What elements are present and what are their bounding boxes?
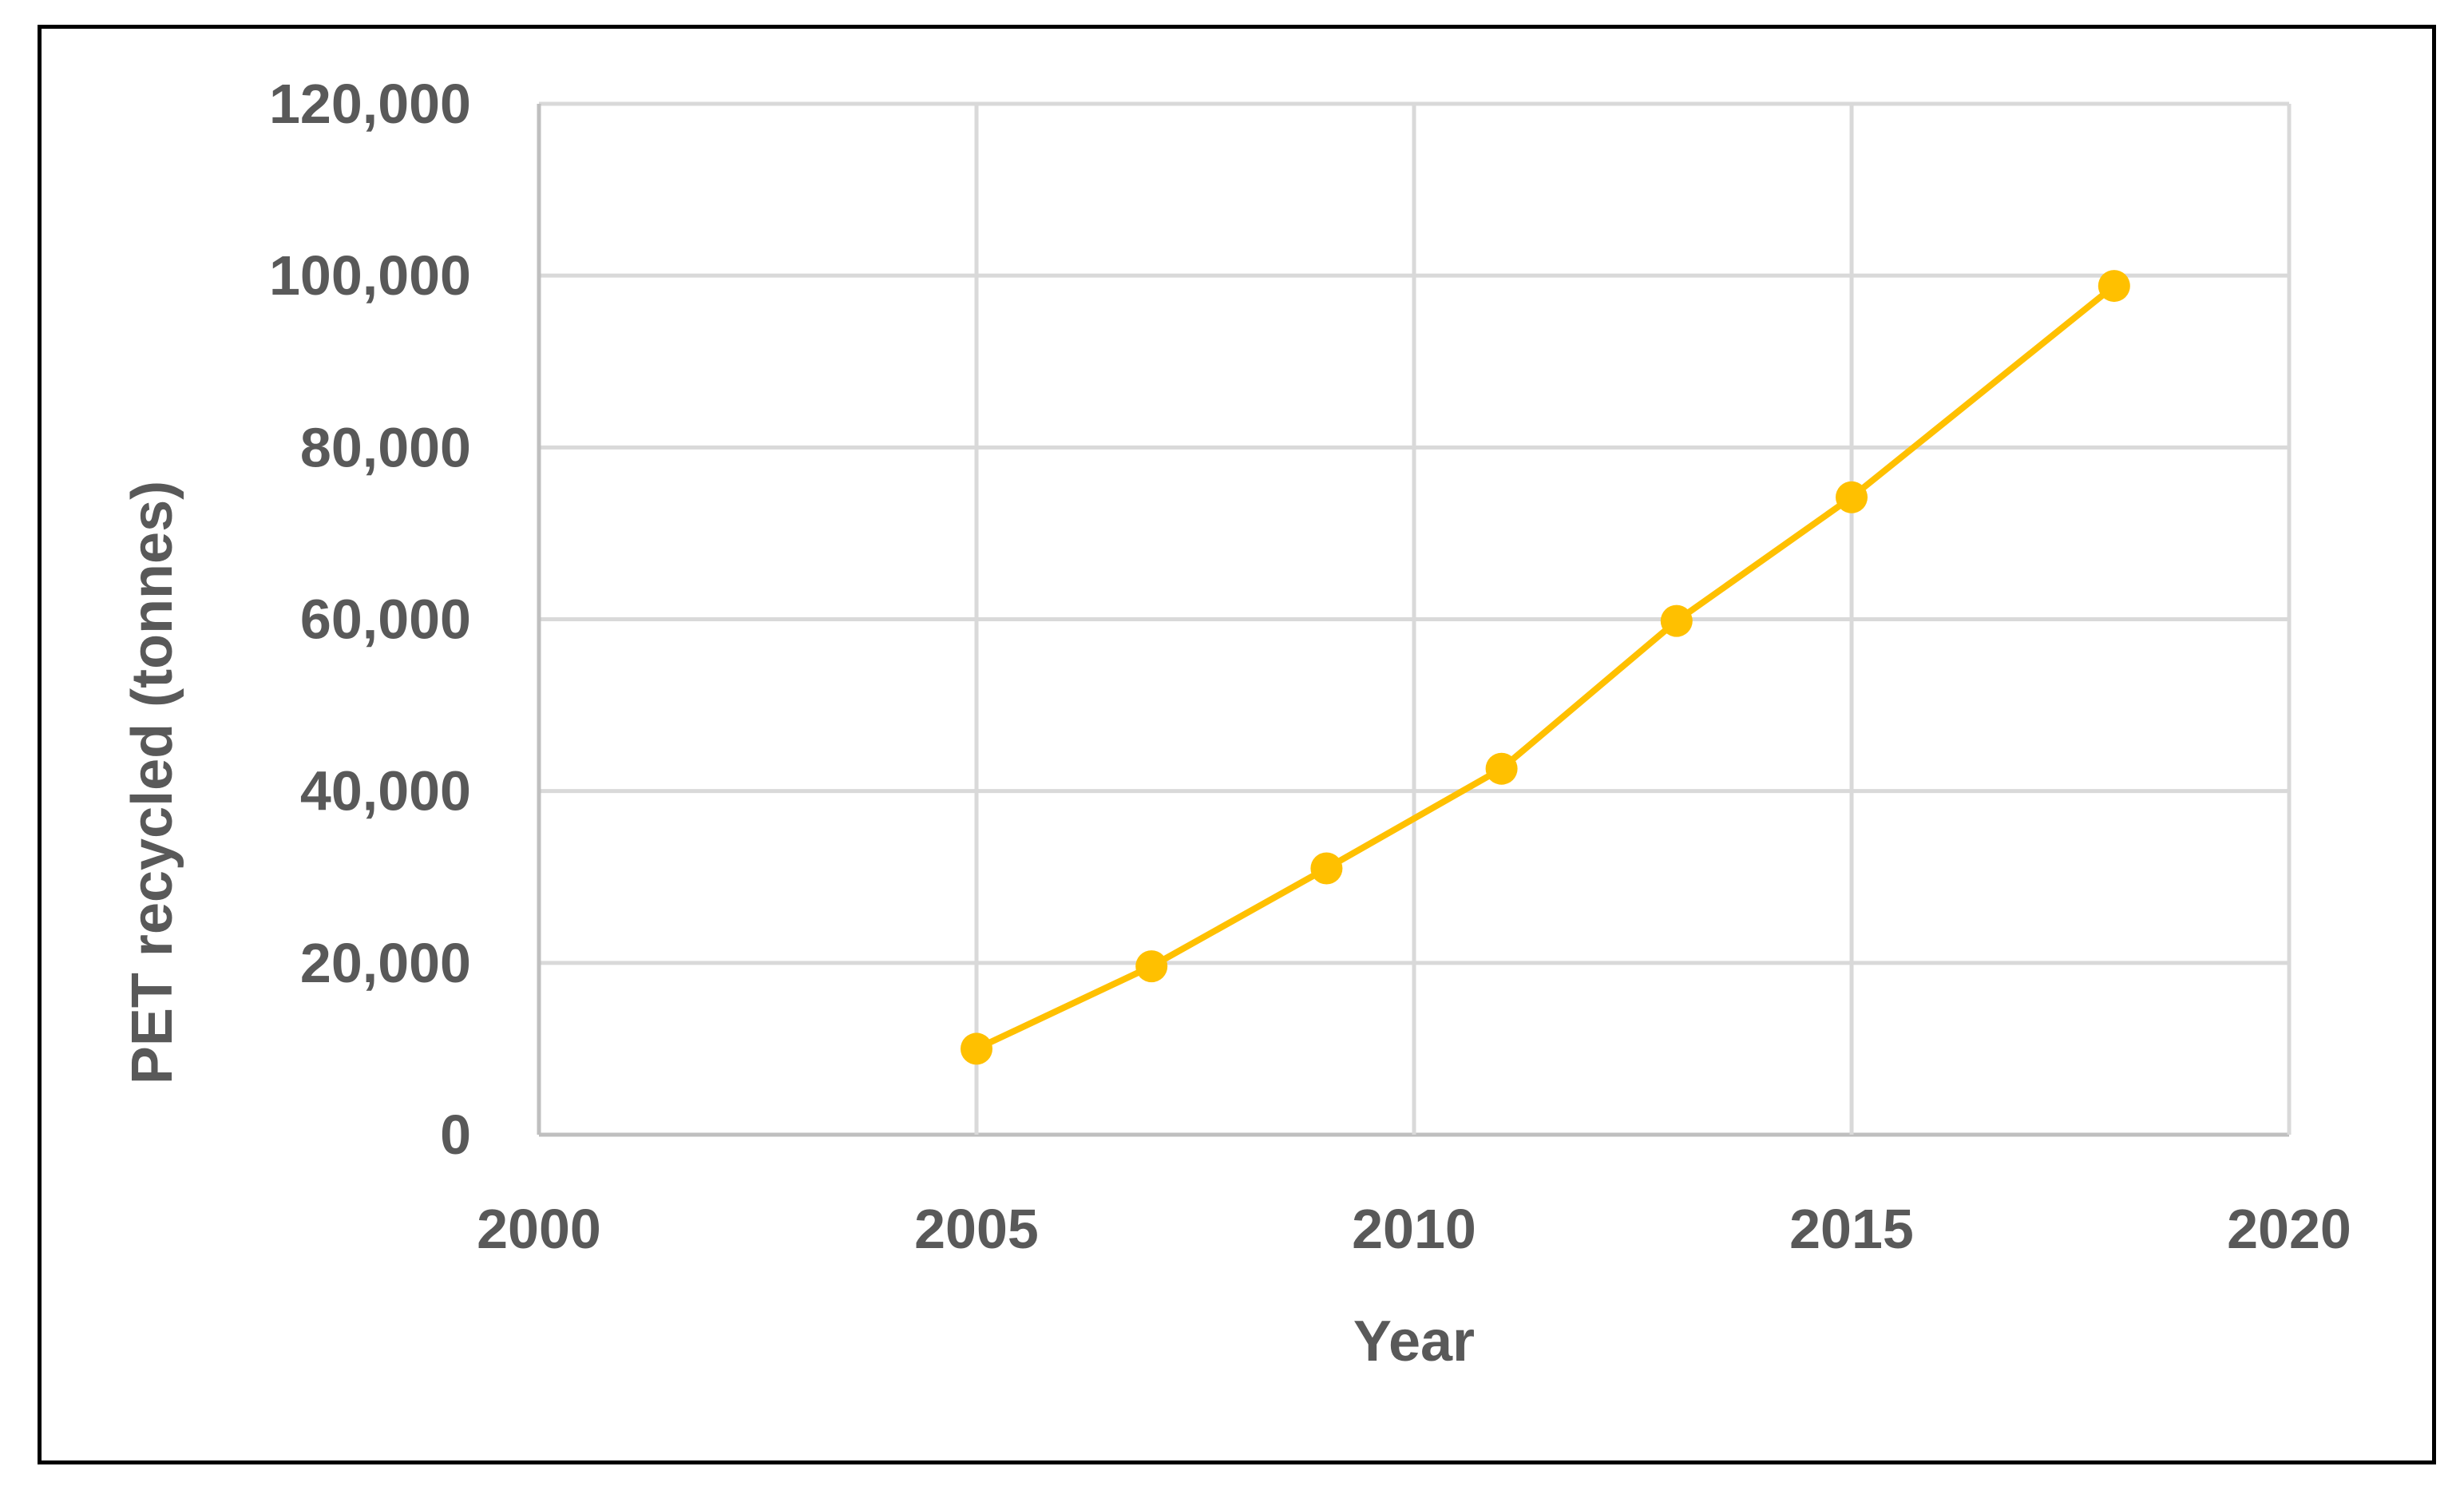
y-tick-label: 80,000: [300, 416, 471, 478]
x-tick-label: 2020: [2227, 1198, 2351, 1260]
y-tick-label: 40,000: [300, 760, 471, 822]
data-point: [1836, 481, 1868, 513]
data-point: [1485, 752, 1518, 785]
y-tick-label: 60,000: [300, 589, 471, 651]
data-point: [1310, 852, 1343, 885]
data-point: [961, 1032, 992, 1065]
x-axis-title: Year: [1353, 1310, 1475, 1373]
x-tick-label: 2010: [1352, 1198, 1476, 1260]
y-tick-label: 120,000: [269, 73, 471, 135]
x-tick-label: 2015: [1789, 1198, 1914, 1260]
data-point: [2098, 270, 2130, 303]
x-tick-label: 2000: [477, 1198, 601, 1260]
y-axis-title: PET recycled (tonnes): [121, 481, 184, 1084]
series-line: [975, 283, 2117, 1052]
chart-frame: [38, 25, 2436, 1464]
y-tick-label: 20,000: [300, 932, 471, 994]
data-point: [1660, 604, 1693, 637]
y-tick-label: 0: [440, 1104, 471, 1166]
data-point: [1135, 950, 1168, 983]
y-tick-label: 100,000: [269, 244, 471, 307]
x-tick-label: 2005: [914, 1198, 1039, 1260]
